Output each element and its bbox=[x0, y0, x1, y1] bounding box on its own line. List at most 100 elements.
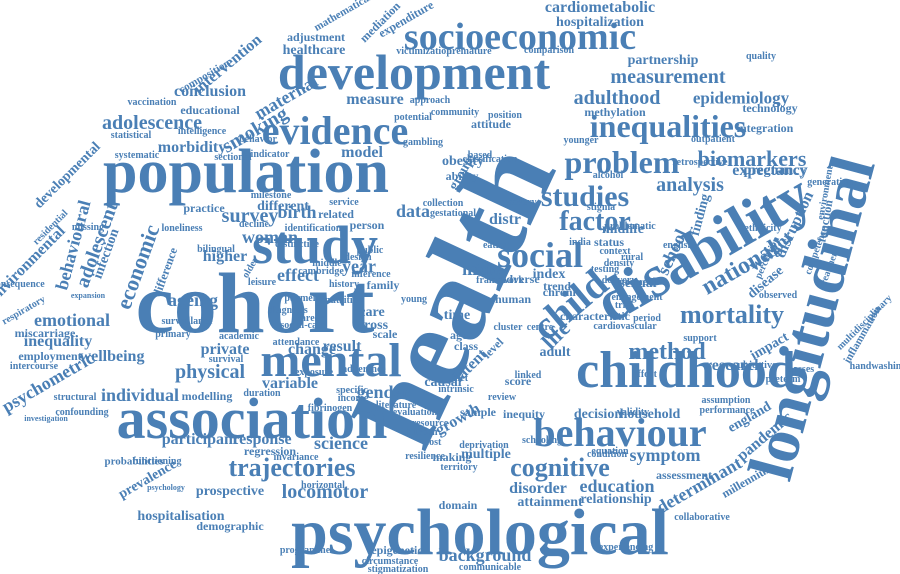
cloud-word-adult: adult bbox=[539, 345, 571, 360]
cloud-word-potential: potential bbox=[394, 112, 432, 123]
cloud-word-missing: missing bbox=[71, 222, 105, 233]
cloud-word-psychological: psychological bbox=[291, 496, 669, 569]
cloud-word-gestational: gestational bbox=[429, 208, 477, 219]
cloud-word-symptom: symptom bbox=[629, 445, 701, 465]
cloud-word-index: index bbox=[532, 267, 566, 282]
cloud-word-model: model bbox=[341, 144, 383, 161]
cloud-word-outcome: outcome bbox=[610, 277, 648, 288]
cloud-word-framework: framework bbox=[476, 275, 524, 286]
cloud-word-literature: literature bbox=[375, 400, 417, 411]
cloud-word-wellbeing: wellbeing bbox=[79, 348, 145, 365]
cloud-word-diet: diet bbox=[451, 373, 469, 384]
cloud-word-assumption: assumption bbox=[701, 395, 751, 406]
cloud-word-midlife: midlife bbox=[602, 222, 644, 237]
cloud-word-education: education bbox=[579, 476, 655, 496]
cloud-word-decision: decision bbox=[573, 407, 623, 422]
cloud-word-development: development bbox=[277, 44, 551, 100]
cloud-word-domain: domain bbox=[438, 498, 478, 512]
cloud-word-community: community bbox=[430, 107, 480, 118]
cloud-word-period: period bbox=[633, 313, 661, 324]
cloud-word-observed: observed bbox=[758, 290, 798, 301]
cloud-word-relationship: relationship bbox=[580, 492, 652, 507]
cloud-word-biomarkers: biomarkers bbox=[697, 146, 807, 171]
cloud-word-invariance: invariance bbox=[273, 452, 319, 463]
cloud-word-population: population bbox=[102, 138, 390, 206]
cloud-word-adverse: adverse bbox=[500, 272, 540, 286]
cloud-word-cluster: cluster bbox=[493, 322, 523, 333]
cloud-word-evidence: evidence bbox=[261, 108, 409, 153]
cloud-word-employment: employment bbox=[18, 349, 82, 363]
cloud-word-inequity: inequity bbox=[502, 407, 546, 421]
cloud-word-statistical: statistical bbox=[110, 130, 152, 141]
cloud-word-integration: integration bbox=[736, 121, 794, 135]
cloud-word-linked: linked bbox=[514, 370, 542, 381]
cloud-word-trend: trend bbox=[543, 279, 571, 293]
cloud-word-demographic: demographic bbox=[196, 519, 264, 533]
cloud-word-person: person bbox=[349, 218, 385, 232]
cloud-word-hospitalisation: hospitalisation bbox=[137, 509, 225, 524]
cloud-word-resilience: resilience bbox=[405, 451, 445, 462]
cloud-word-milestone: milestone bbox=[250, 190, 292, 201]
cloud-word-quality: quality bbox=[745, 51, 777, 62]
cloud-word-adherence: adherence bbox=[342, 364, 386, 375]
cloud-word-victimization: victimization bbox=[396, 46, 452, 57]
cloud-word-stigmatization: stigmatization bbox=[367, 564, 429, 574]
cloud-word-cognitive: cognitive bbox=[510, 453, 610, 482]
cloud-word-class: class bbox=[454, 339, 478, 353]
cloud-word-intrinsic: intrinsic bbox=[438, 384, 474, 395]
cloud-word-systematic: systematic bbox=[114, 150, 160, 161]
cloud-word-recovery: recovery bbox=[499, 197, 537, 208]
cloud-word-engagement: engagement bbox=[611, 292, 663, 303]
cloud-word-centre: centre bbox=[526, 322, 554, 333]
cloud-word-factor: factor bbox=[559, 206, 631, 237]
cloud-word-problematic: problematic bbox=[604, 221, 656, 232]
cloud-word-epidemiology: epidemiology bbox=[692, 88, 790, 108]
cloud-word-indicator: indicator bbox=[250, 149, 290, 160]
cloud-word-density: density bbox=[603, 258, 635, 269]
cloud-word-schooling: schooling bbox=[521, 435, 563, 446]
cloud-word-attainment: attainment bbox=[517, 495, 583, 510]
cloud-word-change: change bbox=[288, 341, 336, 358]
cloud-word-cardiometabolic: cardiometabolic bbox=[544, 0, 656, 16]
cloud-word-expansion: expansion bbox=[70, 291, 106, 300]
cloud-word-inequality: inequality bbox=[23, 333, 93, 350]
cloud-word-trajectories: trajectories bbox=[228, 453, 356, 482]
cloud-word-family: family bbox=[366, 278, 400, 292]
cloud-word-physical: physical bbox=[174, 361, 246, 383]
cloud-word-ability: ability bbox=[445, 169, 479, 183]
cloud-word-ethnicity: ethnicity bbox=[744, 223, 782, 234]
cloud-word-evaluation: evaluation bbox=[392, 407, 438, 418]
cloud-word-inequalities: inequalities bbox=[589, 108, 747, 144]
cloud-word-prospective: prospective bbox=[195, 484, 265, 499]
cloud-word-human: human bbox=[494, 292, 532, 306]
cloud-word-cambridge: cambridge bbox=[298, 266, 344, 277]
cloud-word-birth: birth bbox=[277, 202, 317, 222]
cloud-word-rural: rural bbox=[620, 252, 644, 263]
cloud-word-eating: eating bbox=[482, 240, 510, 251]
cloud-word-gender: gender bbox=[356, 382, 410, 402]
cloud-word-psychology: psychology bbox=[147, 483, 185, 492]
cloud-word-delivery: delivery bbox=[601, 275, 637, 286]
cloud-word-survival: survival bbox=[208, 354, 244, 365]
cloud-word-distinctive: distinctive bbox=[275, 239, 319, 250]
cloud-word-cardiovascular: cardiovascular bbox=[593, 321, 657, 332]
cloud-word-leisure: leisure bbox=[247, 277, 277, 288]
cloud-word-healthcare: healthcare bbox=[282, 43, 346, 58]
cloud-word-cohort: cohort bbox=[135, 255, 375, 351]
cloud-word-behavior: behavior bbox=[239, 134, 277, 145]
cloud-word-service: service bbox=[329, 197, 359, 208]
cloud-word-woman: woman bbox=[241, 227, 299, 247]
cloud-word-diagnosis: diagnosis bbox=[268, 305, 308, 316]
cloud-word-study: study bbox=[251, 215, 379, 275]
cloud-word-primary: primary bbox=[155, 329, 191, 340]
cloud-word-sample: sample bbox=[460, 405, 496, 419]
cloud-word-mortality: mortality bbox=[680, 300, 784, 329]
cloud-word-epigenetic: epigenetic bbox=[371, 543, 423, 557]
cloud-word-behaviour: behaviour bbox=[533, 410, 707, 455]
cloud-word-educational: educational bbox=[180, 103, 240, 117]
cloud-word-position: position bbox=[488, 110, 522, 121]
cloud-word-gambling: gambling bbox=[402, 137, 444, 148]
cloud-word-association: association bbox=[116, 386, 388, 451]
cloud-word-middle: middle bbox=[312, 258, 342, 269]
